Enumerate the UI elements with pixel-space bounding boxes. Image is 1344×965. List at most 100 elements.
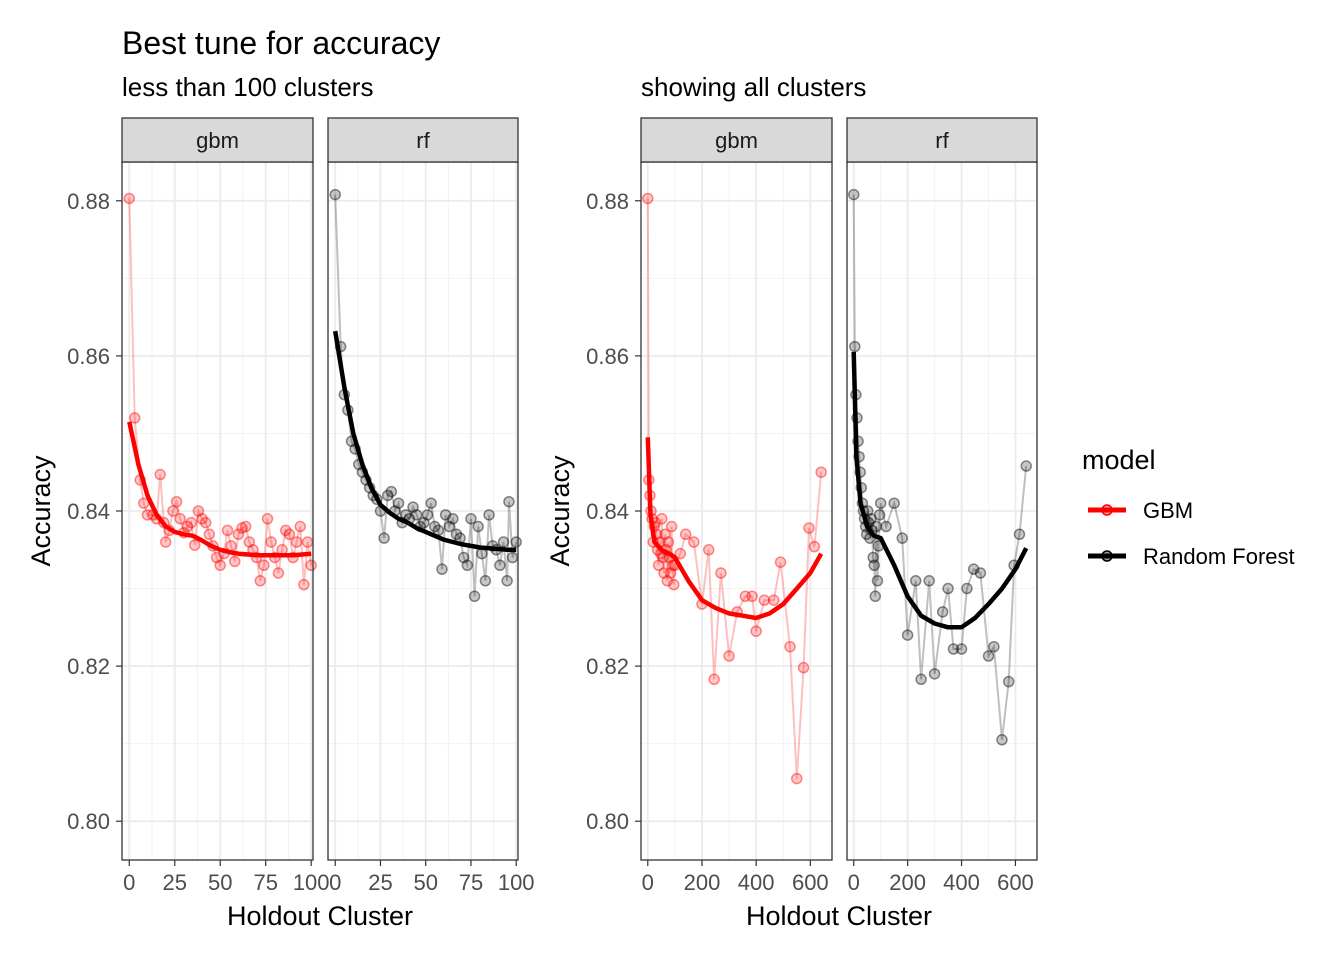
data-point [658,567,670,579]
data-point [871,575,884,587]
data-point [479,575,492,587]
x-tick-label: 0 [123,870,135,895]
y-tick-label: 0.84 [67,499,110,524]
strip-label-gbm: gbm [715,128,758,153]
strip-background [327,117,519,163]
data-point [642,192,654,205]
y-tick-label: 0.86 [586,344,629,369]
data-point [868,559,880,572]
x-tick-label: 200 [684,870,721,895]
data-point [159,536,172,548]
data-point [668,578,680,591]
smooth-line-rf [332,330,517,553]
data-point [123,192,136,205]
x-tick-label: 75 [253,870,277,895]
legend-title: model [1082,445,1156,475]
y-tick-label: 0.80 [67,809,110,834]
legend-label-gbm: GBM [1143,498,1193,523]
data-point [715,567,727,579]
data-point [457,551,470,564]
legend-key-rf [1088,550,1126,562]
data-point [880,520,892,533]
data-point [774,556,787,568]
panel-rf: rf 0 200 400 600 [846,117,1038,895]
x-tick-label: 25 [163,870,187,895]
y-tick-label: 0.88 [67,189,110,214]
data-point [652,559,665,572]
panel-rf: rf 0 25 50 75 100 [327,117,535,895]
data-point [664,567,677,579]
data-point [909,575,922,587]
left-subtitle: less than 100 clusters [122,72,373,102]
data-point [258,559,270,572]
data-point [659,528,671,541]
data-point [665,520,678,533]
x-tick-label: 100 [498,870,535,895]
data-point [141,509,154,521]
y-axis-title: Accuracy [26,455,56,567]
legend-key-gbm [1088,504,1126,516]
y-tick-label: 0.82 [67,654,110,679]
data-point [708,673,720,686]
y-tick-label: 0.84 [586,499,629,524]
data-point [896,532,908,544]
legend-key-rf-point [1101,550,1113,562]
data-point [181,520,194,533]
y-tick-label: 0.80 [586,809,629,834]
data-point [279,524,292,537]
y-tick-label: 0.88 [586,189,629,214]
data-point [688,536,700,548]
data-point [465,513,477,525]
x-tick-label: 600 [792,870,829,895]
chart-group-2: 0.80 0.82 0.84 0.86 0.88 Accuracy Holdout Clus… [545,117,1038,931]
panel-gbm: gbm 0 25 50 75 100 [121,117,330,895]
data-point [869,590,882,603]
data-point [1020,460,1032,472]
data-point [982,650,995,662]
data-point [170,495,183,508]
data-point [450,528,463,541]
data-point [974,567,987,579]
smooth-line-rf [851,351,1029,630]
x-tick-label: 50 [208,870,232,895]
data-point [942,582,954,595]
y-tick-label: 0.86 [67,344,110,369]
data-point [961,582,973,595]
data-point [385,485,398,498]
strip-label-gbm: gbm [196,128,239,153]
data-point [888,497,900,509]
data-point [167,505,179,517]
data-point [236,522,248,534]
data-point [803,522,815,534]
strip-background [846,117,1038,163]
chart-group-1: 0.80 0.82 0.84 0.86 0.88 Accuracy Holdout Clus… [26,117,535,931]
x-tick-label: 100 [293,870,330,895]
data-point [436,563,448,575]
data-point [214,559,226,572]
data-point [494,559,506,572]
data-point [1013,528,1026,541]
data-point [955,643,968,655]
series-line-gbm [646,198,823,779]
data-point [988,640,1000,653]
data-point [784,640,796,653]
data-point [392,497,405,509]
data-point [221,524,234,537]
x-tick-label: 50 [413,870,437,895]
data-point [870,520,883,533]
data-point [254,575,266,587]
smooth-line-gbm [127,421,312,558]
data-point [758,594,771,606]
x-tick-label: 400 [738,870,775,895]
x-tick-label: 25 [368,870,392,895]
strip-background [121,117,314,163]
data-point [425,497,437,509]
data-point [901,629,914,641]
data-point [497,536,510,548]
data-point [923,575,935,587]
data-point [189,539,201,551]
data-point [874,497,887,509]
data-point [468,590,481,603]
strip-background [640,117,833,163]
